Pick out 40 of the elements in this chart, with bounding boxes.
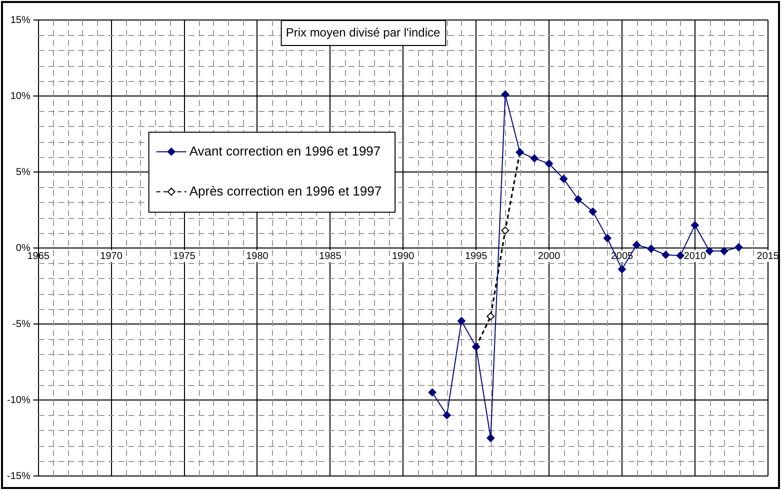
- point: [647, 244, 656, 253]
- point: [603, 234, 612, 242]
- x-tick-label: 1995: [464, 250, 488, 262]
- y-tick-label: 5%: [16, 166, 30, 178]
- point: [501, 90, 510, 98]
- y-tick-label: -5%: [12, 318, 30, 330]
- x-tick-label: 2010: [684, 250, 706, 262]
- y-tick-label: 15%: [10, 14, 30, 26]
- legend-label: Après correction en 1996 et 1997: [189, 183, 382, 198]
- point: [442, 411, 451, 420]
- point: [734, 243, 743, 252]
- x-tick-label: 1975: [173, 250, 196, 262]
- point: [632, 240, 641, 249]
- point: [574, 195, 582, 204]
- point: [501, 226, 510, 235]
- point: [530, 154, 538, 162]
- legend-label: Avant correction en 1996 et 1997: [189, 143, 381, 158]
- point: [588, 208, 597, 216]
- point: [706, 247, 714, 256]
- x-tick-label: 1970: [100, 250, 123, 262]
- point: [618, 265, 626, 274]
- x-tick-label: 2015: [756, 250, 780, 262]
- x-tick-label: 1980: [246, 250, 269, 262]
- point: [428, 388, 436, 396]
- y-tick-label: -15%: [6, 470, 30, 482]
- x-tick-label: 1985: [319, 250, 342, 262]
- point: [486, 434, 495, 442]
- x-tick-label: 1990: [392, 250, 415, 262]
- point: [457, 316, 466, 325]
- x-tick-label: 2000: [538, 250, 561, 262]
- y-tick-label: -10%: [6, 394, 30, 406]
- point: [662, 250, 670, 259]
- point: [560, 174, 568, 183]
- point: [676, 252, 684, 260]
- point: [545, 160, 554, 168]
- y-tick-label: 10%: [10, 90, 30, 102]
- point: [486, 312, 495, 320]
- point: [720, 247, 728, 256]
- text: Prix moyen divisé par l'indice: [286, 25, 440, 40]
- point: [690, 221, 699, 230]
